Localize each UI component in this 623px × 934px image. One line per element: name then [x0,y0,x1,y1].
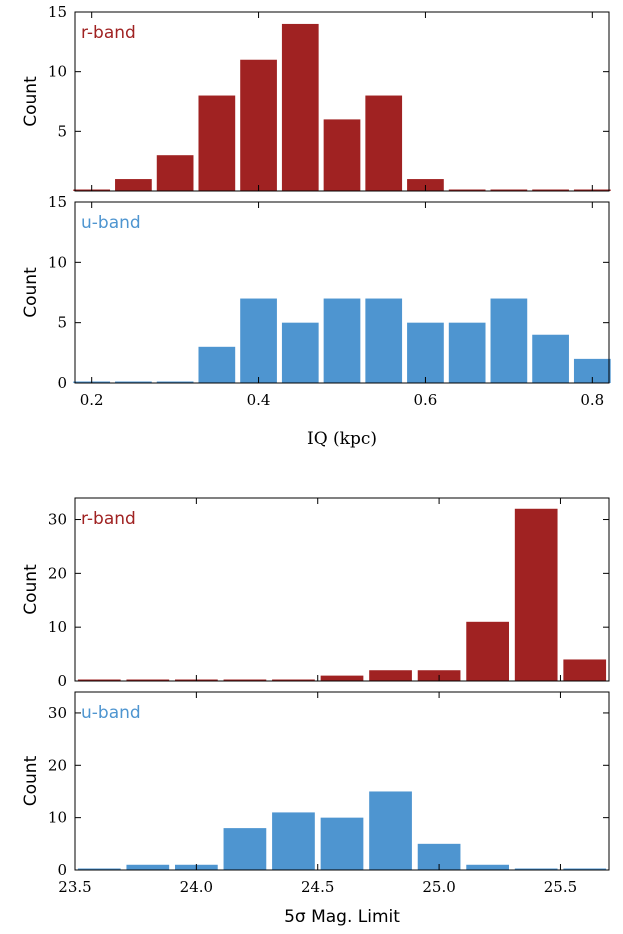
bar [156,381,194,383]
bar [281,23,319,191]
bar [448,189,486,191]
y-axis-label: Count [21,76,41,127]
bar [369,791,412,870]
bar [532,189,569,191]
y-axis-label: Count [21,564,41,615]
band-label: r-band [81,509,136,529]
bar [272,679,315,681]
chart-2: 0 10 20 30 r-band Count 0 10 20 30 u-band Count 23.5… [21,497,610,927]
panel-r-band: 0 10 20 30 r-band Count [21,497,610,690]
x-tick-label: 24.5 [301,878,334,896]
bar [514,868,558,870]
bar [369,670,412,681]
bar [323,298,361,383]
axes-frame [74,497,610,682]
y-axis-label: Count [21,755,41,806]
bar [223,828,267,870]
bar [223,679,267,681]
band-label: u-band [81,703,141,723]
bar [407,322,444,383]
axes-frame [74,11,610,192]
y-tick-label: 10 [48,809,67,827]
bar [514,508,558,681]
y-tick-label: 0 [57,374,67,392]
bar [490,298,528,383]
panel-u-band: 0 10 20 30 u-band Count [21,691,610,879]
bar [563,868,607,870]
bar [272,812,315,870]
x-tick-label: 23.5 [58,878,91,896]
x-tick-label: 0.4 [247,391,271,409]
band-label: r-band [81,23,136,43]
bar [240,298,277,383]
bar [281,322,319,383]
bar [365,95,403,191]
panel-u-band: 0 5 10 15 u-band Count [21,193,611,392]
axes-frame [74,691,610,871]
x-tick-label: 0.2 [80,391,104,409]
y-tick-label: 20 [48,564,67,582]
bar [126,864,170,870]
panel-r-band: 5 10 15 r-band Count [21,3,611,192]
y-axis-label: Count [21,267,41,318]
bar [240,59,277,191]
band-label: u-band [81,213,141,233]
y-tick-label: 0 [57,861,67,879]
bar [126,679,170,681]
x-tick-label: 25.0 [422,878,455,896]
y-tick-label: 20 [48,756,67,774]
bar [563,659,607,681]
y-tick-label: 15 [48,193,67,211]
bar [532,334,569,383]
bar [198,346,236,383]
x-axis-label: IQ (kpc) [307,429,377,449]
bar [115,381,152,383]
bar [323,119,361,191]
x-tick-label: 24.0 [180,878,213,896]
y-tick-label: 10 [48,63,67,81]
x-tick-label: 25.5 [544,878,577,896]
y-tick-label: 15 [48,3,67,21]
bar [448,322,486,383]
bar [115,179,152,191]
bar [320,675,364,681]
y-tick-label: 30 [48,511,67,529]
bar [466,621,509,681]
y-tick-label: 10 [48,253,67,271]
bar [466,864,509,870]
bar [77,868,121,870]
y-tick-label: 5 [57,314,67,332]
y-tick-label: 5 [57,122,67,140]
bar [320,817,364,870]
bar [156,155,194,191]
y-tick-label: 0 [57,672,67,690]
axes-frame [74,201,610,384]
bar [490,189,528,191]
x-axis-label: 5σ Mag. Limit [284,907,400,927]
bar [198,95,236,191]
bar [77,679,121,681]
y-tick-label: 30 [48,704,67,722]
x-tick-label: 0.8 [580,391,604,409]
bar [365,298,403,383]
y-tick-label: 10 [48,618,67,636]
x-tick-label: 0.6 [414,391,438,409]
